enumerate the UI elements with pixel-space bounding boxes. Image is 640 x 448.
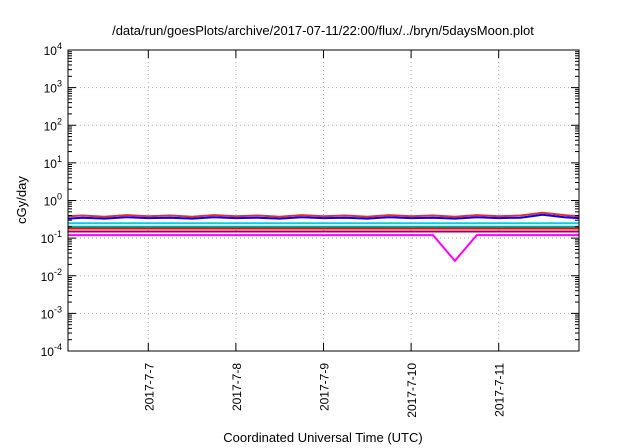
y-tick-label: 102 — [44, 116, 62, 133]
y-tick-label: 10-2 — [41, 267, 62, 284]
y-tick-label: 10-1 — [41, 229, 62, 246]
series-line — [68, 234, 579, 263]
chart-title: /data/run/goesPlots/archive/2017-07-11/2… — [112, 23, 534, 38]
x-tick-label: 2017-7-11 — [493, 363, 507, 417]
y-tick-label: 10-4 — [41, 342, 62, 359]
grid-lines — [68, 50, 579, 351]
y-tick-label: 101 — [44, 154, 62, 171]
y-axis-title: cGy/day — [14, 176, 29, 224]
x-axis: 2017-7-7 2017-7-8 2017-7-9 2017-7-10 2017-7-… — [142, 50, 507, 418]
series-lines — [67, 211, 580, 263]
y-tick-label: 10-3 — [41, 304, 62, 321]
x-tick-label: 2017-7-9 — [318, 363, 332, 411]
y-tick-label: 103 — [44, 79, 62, 96]
y-tick-label: 104 — [44, 41, 62, 58]
y-tick-label: 100 — [44, 192, 62, 209]
x-axis-title: Coordinated Universal Time (UTC) — [223, 430, 422, 445]
y-axis: 10-4 10-3 10-2 10-1 100 101 102 103 104 — [41, 41, 579, 359]
x-tick-label: 2017-7-7 — [142, 363, 156, 411]
series-line — [67, 213, 580, 220]
x-tick-label: 2017-7-8 — [230, 363, 244, 411]
x-tick-label: 2017-7-10 — [405, 363, 419, 418]
series-line — [67, 211, 580, 218]
